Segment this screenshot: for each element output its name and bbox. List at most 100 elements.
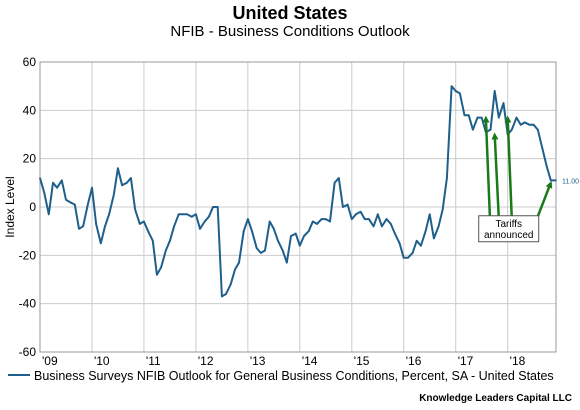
data-point	[545, 165, 548, 167]
y-tick-label: 0	[29, 200, 36, 214]
data-point	[56, 186, 58, 189]
source-credit: Knowledge Leaders Capital LLC	[419, 393, 572, 404]
legend: Business Surveys NFIB Outlook for Genera…	[8, 369, 568, 383]
data-point	[61, 179, 63, 182]
y-tick-label: 20	[23, 152, 37, 166]
data-point	[372, 225, 375, 228]
data-point	[537, 128, 539, 131]
data-point	[329, 220, 331, 223]
annotation-text: announced	[484, 230, 534, 241]
data-point	[134, 208, 136, 211]
data-point	[476, 116, 479, 119]
data-point	[43, 191, 45, 194]
data-point	[247, 218, 249, 220]
data-point	[381, 225, 383, 228]
data-point	[156, 273, 158, 276]
y-tick-label: -20	[19, 248, 37, 262]
data-point	[385, 218, 388, 220]
data-point	[273, 227, 275, 230]
data-point	[199, 227, 201, 230]
data-point	[528, 124, 531, 126]
data-point	[515, 116, 518, 119]
data-point	[286, 261, 288, 264]
data-point	[467, 114, 470, 116]
data-point	[281, 249, 284, 252]
data-point	[251, 230, 253, 232]
data-point	[346, 203, 349, 206]
data-point	[359, 211, 362, 213]
data-point	[39, 177, 41, 179]
data-point	[177, 213, 180, 216]
data-point	[147, 230, 149, 232]
data-point	[169, 240, 171, 242]
y-axis-ticks: -60 -40 -20 0 20 40 60	[19, 55, 37, 359]
annotation-arrow	[482, 115, 492, 216]
data-point	[299, 244, 301, 247]
data-point	[186, 213, 188, 216]
data-point	[216, 206, 219, 208]
data-point	[350, 218, 353, 220]
series-points	[39, 85, 557, 298]
data-point	[108, 213, 110, 216]
data-point	[91, 186, 93, 189]
data-point	[95, 223, 97, 225]
data-point	[294, 232, 297, 235]
data-point	[74, 203, 76, 206]
data-point	[151, 240, 154, 242]
data-point	[532, 124, 535, 126]
data-point	[195, 213, 197, 216]
data-point	[550, 179, 552, 182]
data-point	[312, 220, 314, 223]
data-point	[138, 223, 141, 225]
data-point	[428, 213, 431, 216]
annotation-text: Tariffs	[495, 219, 522, 230]
data-point	[65, 198, 67, 201]
data-point	[78, 227, 80, 230]
data-point	[290, 235, 292, 237]
x-tick-label: '11	[146, 354, 161, 368]
data-point	[82, 225, 84, 228]
data-point	[173, 225, 175, 228]
data-point	[125, 182, 128, 184]
legend-label: Business Surveys NFIB Outlook for Genera…	[34, 369, 554, 383]
x-tick-label: '09	[42, 354, 58, 368]
data-point	[117, 167, 119, 170]
data-point	[511, 128, 513, 131]
x-tick-label: '10	[94, 354, 110, 368]
data-point	[541, 148, 544, 150]
data-point	[320, 218, 323, 220]
data-point	[337, 177, 340, 179]
x-tick-label: '15	[354, 354, 370, 368]
data-point	[398, 242, 401, 245]
x-tick-label: '14	[302, 354, 318, 368]
data-point	[333, 182, 336, 184]
data-point	[208, 215, 210, 218]
data-point	[69, 201, 71, 203]
data-point	[411, 252, 414, 254]
x-tick-label: '12	[198, 354, 214, 368]
data-point	[437, 225, 440, 228]
data-point	[407, 256, 409, 259]
data-point	[368, 218, 370, 220]
data-point	[104, 225, 106, 228]
data-point	[480, 116, 483, 119]
data-point	[160, 266, 162, 269]
y-tick-label: 40	[23, 103, 37, 117]
data-point	[325, 218, 327, 220]
data-point	[307, 230, 310, 232]
x-tick-label: '17	[458, 354, 474, 368]
legend-swatch	[8, 373, 30, 376]
data-point	[303, 235, 305, 237]
data-point	[238, 261, 240, 264]
y-tick-label: -60	[19, 345, 37, 359]
data-point	[394, 232, 396, 235]
annotation-box	[478, 215, 540, 243]
data-point	[260, 252, 262, 254]
data-point	[524, 121, 526, 124]
y-tick-label: -40	[19, 297, 37, 311]
y-axis-title: Index Level	[3, 176, 17, 237]
data-point	[402, 256, 405, 259]
data-point	[190, 215, 193, 218]
